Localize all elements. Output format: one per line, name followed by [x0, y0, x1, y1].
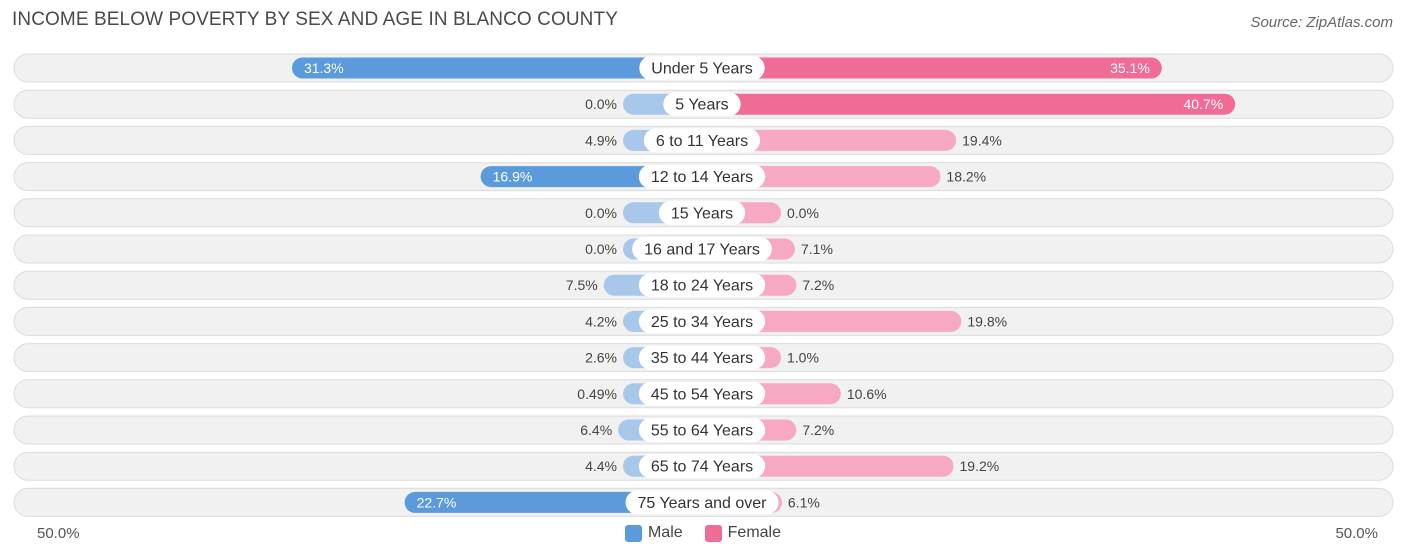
chart-title: INCOME BELOW POVERTY BY SEX AND AGE IN B… [12, 9, 618, 30]
axis-left-label: 50.0% [37, 525, 80, 542]
female-bar [702, 93, 1236, 115]
female-bar [702, 455, 954, 477]
male-value-label: 22.7% [417, 494, 457, 510]
category-pill [638, 273, 766, 298]
category-label: 75 Years and over [638, 495, 768, 512]
male-value-label: 31.3% [304, 60, 344, 76]
category-pill [638, 381, 766, 406]
category-pill [625, 490, 779, 515]
legend-male-swatch [624, 524, 642, 542]
male-value-label: 4.9% [585, 132, 617, 148]
male-value-label: 16.9% [493, 169, 533, 185]
category-label: 65 to 74 Years [651, 459, 753, 476]
category-pill [658, 200, 746, 225]
female-bar [702, 129, 957, 151]
male-value-label: 0.49% [577, 386, 617, 402]
category-label: 5 Years [675, 97, 728, 114]
category-label: Under 5 Years [651, 61, 752, 78]
female-value-label: 18.2% [946, 169, 986, 185]
male-value-label: 4.4% [585, 458, 617, 474]
female-bar [702, 57, 1162, 79]
category-pill [663, 92, 741, 117]
male-value-label: 0.0% [585, 241, 617, 257]
female-value-label: 19.8% [967, 313, 1007, 329]
category-label: 16 and 17 Years [644, 242, 760, 259]
category-label: 45 to 54 Years [651, 386, 753, 403]
category-pill [638, 454, 766, 479]
category-label: 55 to 64 Years [651, 423, 753, 440]
legend-male: Male [624, 524, 683, 542]
legend-female-label: Female [727, 524, 782, 541]
male-value-label: 4.2% [585, 313, 617, 329]
female-value-label: 19.4% [962, 132, 1002, 148]
category-label: 25 to 34 Years [651, 314, 753, 331]
female-bar [702, 310, 962, 332]
category-pill [639, 56, 765, 80]
axis-right-label: 50.0% [1335, 525, 1378, 542]
category-pill [638, 309, 766, 334]
female-value-label: 1.0% [787, 350, 819, 366]
female-value-label: 35.1% [1110, 60, 1150, 76]
male-value-label: 6.4% [580, 422, 612, 438]
female-value-label: 7.1% [801, 241, 833, 257]
category-label: 12 to 14 Years [651, 169, 753, 186]
female-value-label: 19.2% [960, 458, 1000, 474]
female-value-label: 6.1% [788, 494, 820, 510]
female-value-label: 0.0% [787, 205, 819, 221]
source-credit: Source: ZipAtlas.com [1250, 14, 1393, 31]
category-label: 15 Years [671, 205, 733, 222]
category-label: 35 to 44 Years [651, 350, 753, 367]
category-pill [638, 418, 766, 442]
category-pill [643, 128, 761, 153]
category-label: 18 to 24 Years [651, 278, 753, 295]
female-value-label: 7.2% [802, 422, 834, 438]
category-label: 6 to 11 Years [656, 133, 748, 150]
male-value-label: 2.6% [585, 350, 617, 366]
female-value-label: 40.7% [1183, 96, 1223, 112]
legend-male-label: Male [647, 524, 683, 541]
category-pill [632, 237, 772, 261]
male-bar [291, 57, 702, 79]
category-pill [638, 164, 766, 189]
female-value-label: 7.2% [802, 277, 834, 293]
male-value-label: 0.0% [585, 96, 617, 112]
category-pill [638, 345, 766, 370]
male-value-label: 0.0% [585, 205, 617, 221]
male-value-label: 7.5% [566, 277, 598, 293]
legend-female-swatch [704, 524, 722, 542]
legend-female: Female [704, 524, 782, 542]
legend: Male Female [0, 524, 1406, 542]
female-value-label: 10.6% [847, 386, 887, 402]
